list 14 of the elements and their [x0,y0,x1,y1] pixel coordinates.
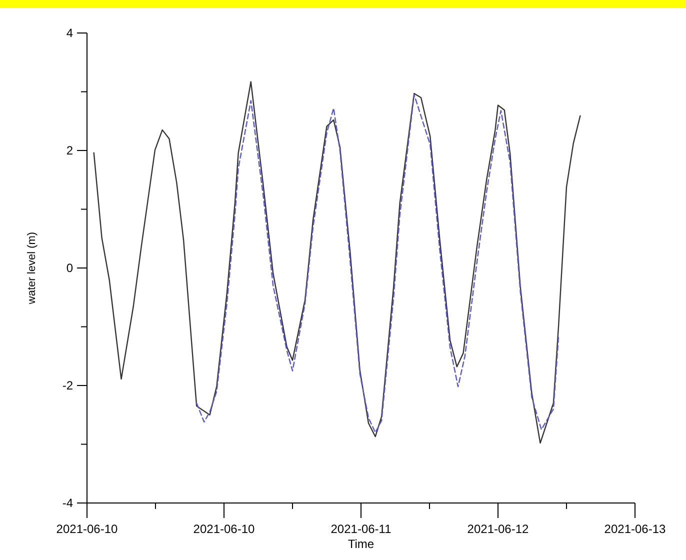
y-tick-label: -2 [62,378,74,393]
x-tick-label: 2021-06-11 [330,522,392,536]
x-tick-label: 2021-06-13 [604,522,666,536]
line-series [93,81,581,444]
line-series [196,94,560,434]
x-tick-label: 2021-06-12 [467,522,530,536]
y-axis-title: water level (m) [26,232,38,306]
y-tick-label: -4 [62,496,74,510]
x-tick-label: 2021-06-10 [56,522,118,536]
x-tick-label: 2021-06-10 [193,522,256,536]
x-axis-title: Time [348,537,374,551]
y-tick-label: 4 [66,26,74,40]
y-tick-label: 2 [66,144,74,158]
y-tick-label: 0 [66,261,74,276]
